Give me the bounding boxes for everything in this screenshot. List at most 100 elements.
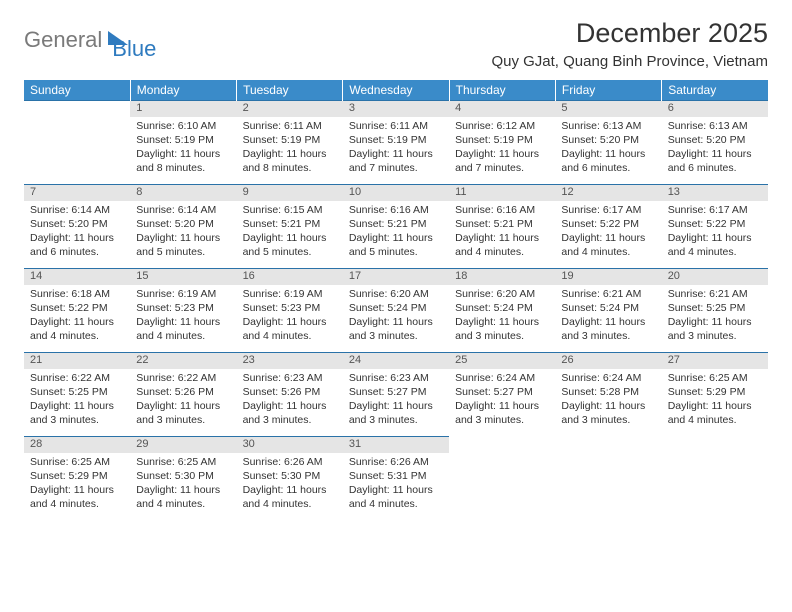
sunset-text: Sunset: 5:24 PM bbox=[561, 301, 655, 315]
daylight-text: Daylight: 11 hours and 4 minutes. bbox=[136, 483, 230, 511]
daylight-text: Daylight: 11 hours and 4 minutes. bbox=[30, 315, 124, 343]
day-number: 17 bbox=[343, 269, 449, 285]
sunrise-text: Sunrise: 6:24 AM bbox=[455, 371, 549, 385]
day-cell: Sunrise: 6:19 AMSunset: 5:23 PMDaylight:… bbox=[130, 285, 236, 353]
sunset-text: Sunset: 5:19 PM bbox=[455, 133, 549, 147]
daylight-text: Daylight: 11 hours and 4 minutes. bbox=[349, 483, 443, 511]
sunset-text: Sunset: 5:31 PM bbox=[349, 469, 443, 483]
sunset-text: Sunset: 5:23 PM bbox=[136, 301, 230, 315]
day-cell: Sunrise: 6:11 AMSunset: 5:19 PMDaylight:… bbox=[343, 117, 449, 185]
day-cell: Sunrise: 6:13 AMSunset: 5:20 PMDaylight:… bbox=[555, 117, 661, 185]
sunset-text: Sunset: 5:28 PM bbox=[561, 385, 655, 399]
sunset-text: Sunset: 5:21 PM bbox=[243, 217, 337, 231]
location: Quy GJat, Quang Binh Province, Vietnam bbox=[491, 53, 768, 70]
day-cell: Sunrise: 6:21 AMSunset: 5:24 PMDaylight:… bbox=[555, 285, 661, 353]
sunrise-text: Sunrise: 6:19 AM bbox=[243, 287, 337, 301]
daylight-text: Daylight: 11 hours and 3 minutes. bbox=[455, 315, 549, 343]
day-cell bbox=[555, 453, 661, 521]
day-cell: Sunrise: 6:26 AMSunset: 5:30 PMDaylight:… bbox=[237, 453, 343, 521]
sunset-text: Sunset: 5:20 PM bbox=[136, 217, 230, 231]
sunset-text: Sunset: 5:24 PM bbox=[455, 301, 549, 315]
day-number: 31 bbox=[343, 437, 449, 453]
day-number: 19 bbox=[555, 269, 661, 285]
daylight-text: Daylight: 11 hours and 4 minutes. bbox=[561, 231, 655, 259]
daylight-text: Daylight: 11 hours and 3 minutes. bbox=[243, 399, 337, 427]
daynum-row: 78910111213 bbox=[24, 185, 768, 201]
sunrise-text: Sunrise: 6:13 AM bbox=[668, 119, 762, 133]
day-cell: Sunrise: 6:16 AMSunset: 5:21 PMDaylight:… bbox=[449, 201, 555, 269]
day-cell: Sunrise: 6:22 AMSunset: 5:26 PMDaylight:… bbox=[130, 369, 236, 437]
sunrise-text: Sunrise: 6:11 AM bbox=[349, 119, 443, 133]
content-row: Sunrise: 6:22 AMSunset: 5:25 PMDaylight:… bbox=[24, 369, 768, 437]
day-number: 3 bbox=[343, 101, 449, 117]
day-cell: Sunrise: 6:16 AMSunset: 5:21 PMDaylight:… bbox=[343, 201, 449, 269]
sunrise-text: Sunrise: 6:25 AM bbox=[30, 455, 124, 469]
day-cell: Sunrise: 6:25 AMSunset: 5:30 PMDaylight:… bbox=[130, 453, 236, 521]
day-cell: Sunrise: 6:23 AMSunset: 5:27 PMDaylight:… bbox=[343, 369, 449, 437]
daylight-text: Daylight: 11 hours and 6 minutes. bbox=[561, 147, 655, 175]
day-cell: Sunrise: 6:22 AMSunset: 5:25 PMDaylight:… bbox=[24, 369, 130, 437]
day-cell: Sunrise: 6:18 AMSunset: 5:22 PMDaylight:… bbox=[24, 285, 130, 353]
sunrise-text: Sunrise: 6:26 AM bbox=[349, 455, 443, 469]
day-number: 15 bbox=[130, 269, 236, 285]
sunrise-text: Sunrise: 6:17 AM bbox=[561, 203, 655, 217]
sunrise-text: Sunrise: 6:12 AM bbox=[455, 119, 549, 133]
day-cell: Sunrise: 6:19 AMSunset: 5:23 PMDaylight:… bbox=[237, 285, 343, 353]
day-number: 4 bbox=[449, 101, 555, 117]
sunrise-text: Sunrise: 6:23 AM bbox=[243, 371, 337, 385]
dow-thursday: Thursday bbox=[449, 80, 555, 101]
sunset-text: Sunset: 5:29 PM bbox=[668, 385, 762, 399]
day-number: 29 bbox=[130, 437, 236, 453]
logo: General Blue bbox=[24, 18, 156, 62]
day-number: 24 bbox=[343, 353, 449, 369]
day-cell: Sunrise: 6:23 AMSunset: 5:26 PMDaylight:… bbox=[237, 369, 343, 437]
daynum-row: 28293031 bbox=[24, 437, 768, 453]
sunset-text: Sunset: 5:23 PM bbox=[243, 301, 337, 315]
content-row: Sunrise: 6:10 AMSunset: 5:19 PMDaylight:… bbox=[24, 117, 768, 185]
logo-text-blue: Blue bbox=[112, 36, 156, 62]
daylight-text: Daylight: 11 hours and 4 minutes. bbox=[668, 399, 762, 427]
day-number: 26 bbox=[555, 353, 661, 369]
day-number: 10 bbox=[343, 185, 449, 201]
sunset-text: Sunset: 5:21 PM bbox=[455, 217, 549, 231]
dow-tuesday: Tuesday bbox=[237, 80, 343, 101]
daylight-text: Daylight: 11 hours and 3 minutes. bbox=[136, 399, 230, 427]
day-cell: Sunrise: 6:13 AMSunset: 5:20 PMDaylight:… bbox=[662, 117, 768, 185]
sunset-text: Sunset: 5:30 PM bbox=[136, 469, 230, 483]
day-number: 2 bbox=[237, 101, 343, 117]
sunrise-text: Sunrise: 6:25 AM bbox=[136, 455, 230, 469]
day-number: 28 bbox=[24, 437, 130, 453]
sunrise-text: Sunrise: 6:11 AM bbox=[243, 119, 337, 133]
day-cell: Sunrise: 6:12 AMSunset: 5:19 PMDaylight:… bbox=[449, 117, 555, 185]
content-row: Sunrise: 6:14 AMSunset: 5:20 PMDaylight:… bbox=[24, 201, 768, 269]
sunset-text: Sunset: 5:25 PM bbox=[30, 385, 124, 399]
daylight-text: Daylight: 11 hours and 3 minutes. bbox=[455, 399, 549, 427]
calendar-table: Sunday Monday Tuesday Wednesday Thursday… bbox=[24, 80, 768, 521]
sunset-text: Sunset: 5:26 PM bbox=[136, 385, 230, 399]
daylight-text: Daylight: 11 hours and 8 minutes. bbox=[136, 147, 230, 175]
day-number: 21 bbox=[24, 353, 130, 369]
sunset-text: Sunset: 5:21 PM bbox=[349, 217, 443, 231]
day-cell: Sunrise: 6:11 AMSunset: 5:19 PMDaylight:… bbox=[237, 117, 343, 185]
day-cell: Sunrise: 6:26 AMSunset: 5:31 PMDaylight:… bbox=[343, 453, 449, 521]
day-number: 25 bbox=[449, 353, 555, 369]
sunset-text: Sunset: 5:20 PM bbox=[668, 133, 762, 147]
daylight-text: Daylight: 11 hours and 3 minutes. bbox=[349, 315, 443, 343]
daylight-text: Daylight: 11 hours and 5 minutes. bbox=[243, 231, 337, 259]
day-cell: Sunrise: 6:24 AMSunset: 5:28 PMDaylight:… bbox=[555, 369, 661, 437]
day-number bbox=[662, 437, 768, 453]
day-number: 18 bbox=[449, 269, 555, 285]
sunrise-text: Sunrise: 6:16 AM bbox=[349, 203, 443, 217]
daylight-text: Daylight: 11 hours and 7 minutes. bbox=[455, 147, 549, 175]
day-cell bbox=[449, 453, 555, 521]
daynum-row: 123456 bbox=[24, 101, 768, 117]
daylight-text: Daylight: 11 hours and 4 minutes. bbox=[136, 315, 230, 343]
daylight-text: Daylight: 11 hours and 4 minutes. bbox=[30, 483, 124, 511]
sunset-text: Sunset: 5:30 PM bbox=[243, 469, 337, 483]
daylight-text: Daylight: 11 hours and 5 minutes. bbox=[136, 231, 230, 259]
sunrise-text: Sunrise: 6:20 AM bbox=[455, 287, 549, 301]
sunrise-text: Sunrise: 6:14 AM bbox=[30, 203, 124, 217]
day-cell: Sunrise: 6:17 AMSunset: 5:22 PMDaylight:… bbox=[555, 201, 661, 269]
sunrise-text: Sunrise: 6:16 AM bbox=[455, 203, 549, 217]
daynum-row: 21222324252627 bbox=[24, 353, 768, 369]
